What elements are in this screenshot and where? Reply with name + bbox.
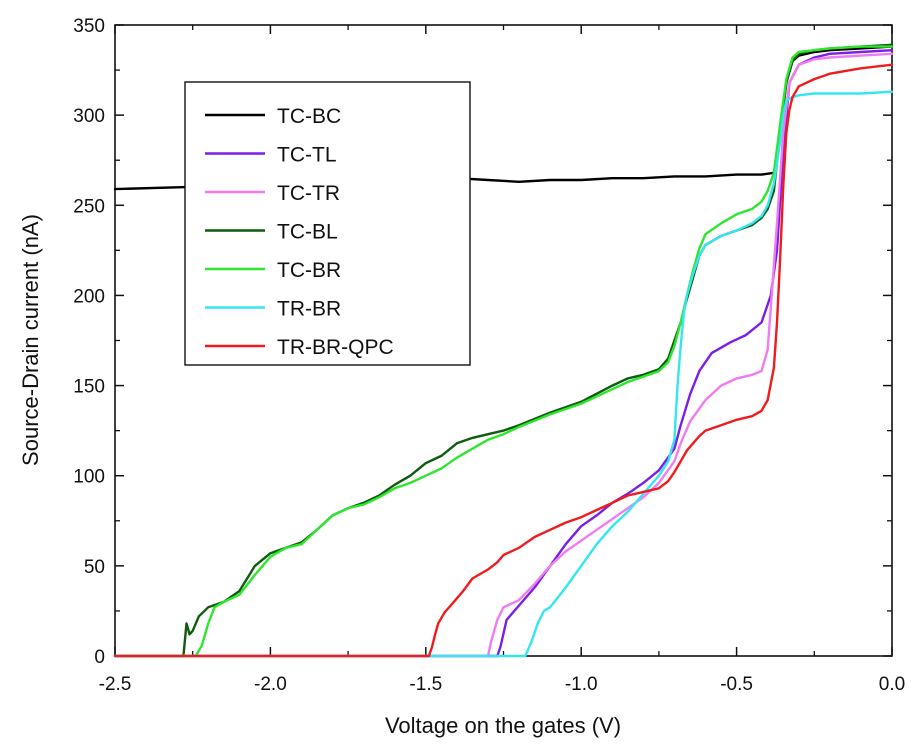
x-tick-label: 0.0 bbox=[879, 674, 905, 695]
y-tick-label: 50 bbox=[84, 557, 105, 578]
legend-label: TC-BR bbox=[277, 259, 341, 282]
legend-label: TC-BC bbox=[277, 105, 341, 128]
series-line-tc-tr bbox=[113, 52, 894, 658]
y-axis-title: Source-Drain current (nA) bbox=[18, 214, 43, 466]
y-tick-label: 350 bbox=[73, 16, 105, 37]
x-tick-label: -1.5 bbox=[409, 674, 442, 695]
y-tick-label: 250 bbox=[73, 196, 105, 217]
y-tick-label: 300 bbox=[73, 106, 105, 127]
legend: TC-BC TC-TL TC-TR TC-BL TC-BR TR-BR TR-BR-QPC bbox=[184, 81, 471, 366]
legend-label: TC-TR bbox=[277, 182, 340, 205]
legend-label: TC-BL bbox=[277, 221, 338, 244]
y-tick-label: 150 bbox=[73, 377, 105, 398]
legend-label: TC-TL bbox=[277, 144, 337, 167]
series-line-tr-br bbox=[113, 90, 894, 658]
x-tick-label: -0.5 bbox=[720, 674, 753, 695]
legend-label: TR-BR bbox=[277, 298, 341, 321]
axis-ticks bbox=[114, 24, 893, 657]
y-tick-label: 200 bbox=[73, 286, 105, 307]
y-tick-label: 0 bbox=[94, 647, 105, 668]
x-axis-title: Voltage on the gates (V) bbox=[385, 713, 621, 738]
y-tick-label: 100 bbox=[73, 467, 105, 488]
x-tick-label: -2.0 bbox=[254, 674, 287, 695]
x-tick-label: -2.5 bbox=[99, 674, 132, 695]
series-line-tr-br-qpc bbox=[113, 63, 894, 658]
series-layer bbox=[113, 43, 894, 658]
legend-label: TR-BR-QPC bbox=[277, 336, 394, 359]
tick-labels: -2.5 -2.0 -1.5 -1.0 -0.5 0.0 0 50 100 150 200 250 30… bbox=[73, 16, 905, 695]
legend-box bbox=[184, 81, 471, 366]
x-tick-label: -1.0 bbox=[565, 674, 598, 695]
series-line-tc-br bbox=[113, 45, 894, 658]
